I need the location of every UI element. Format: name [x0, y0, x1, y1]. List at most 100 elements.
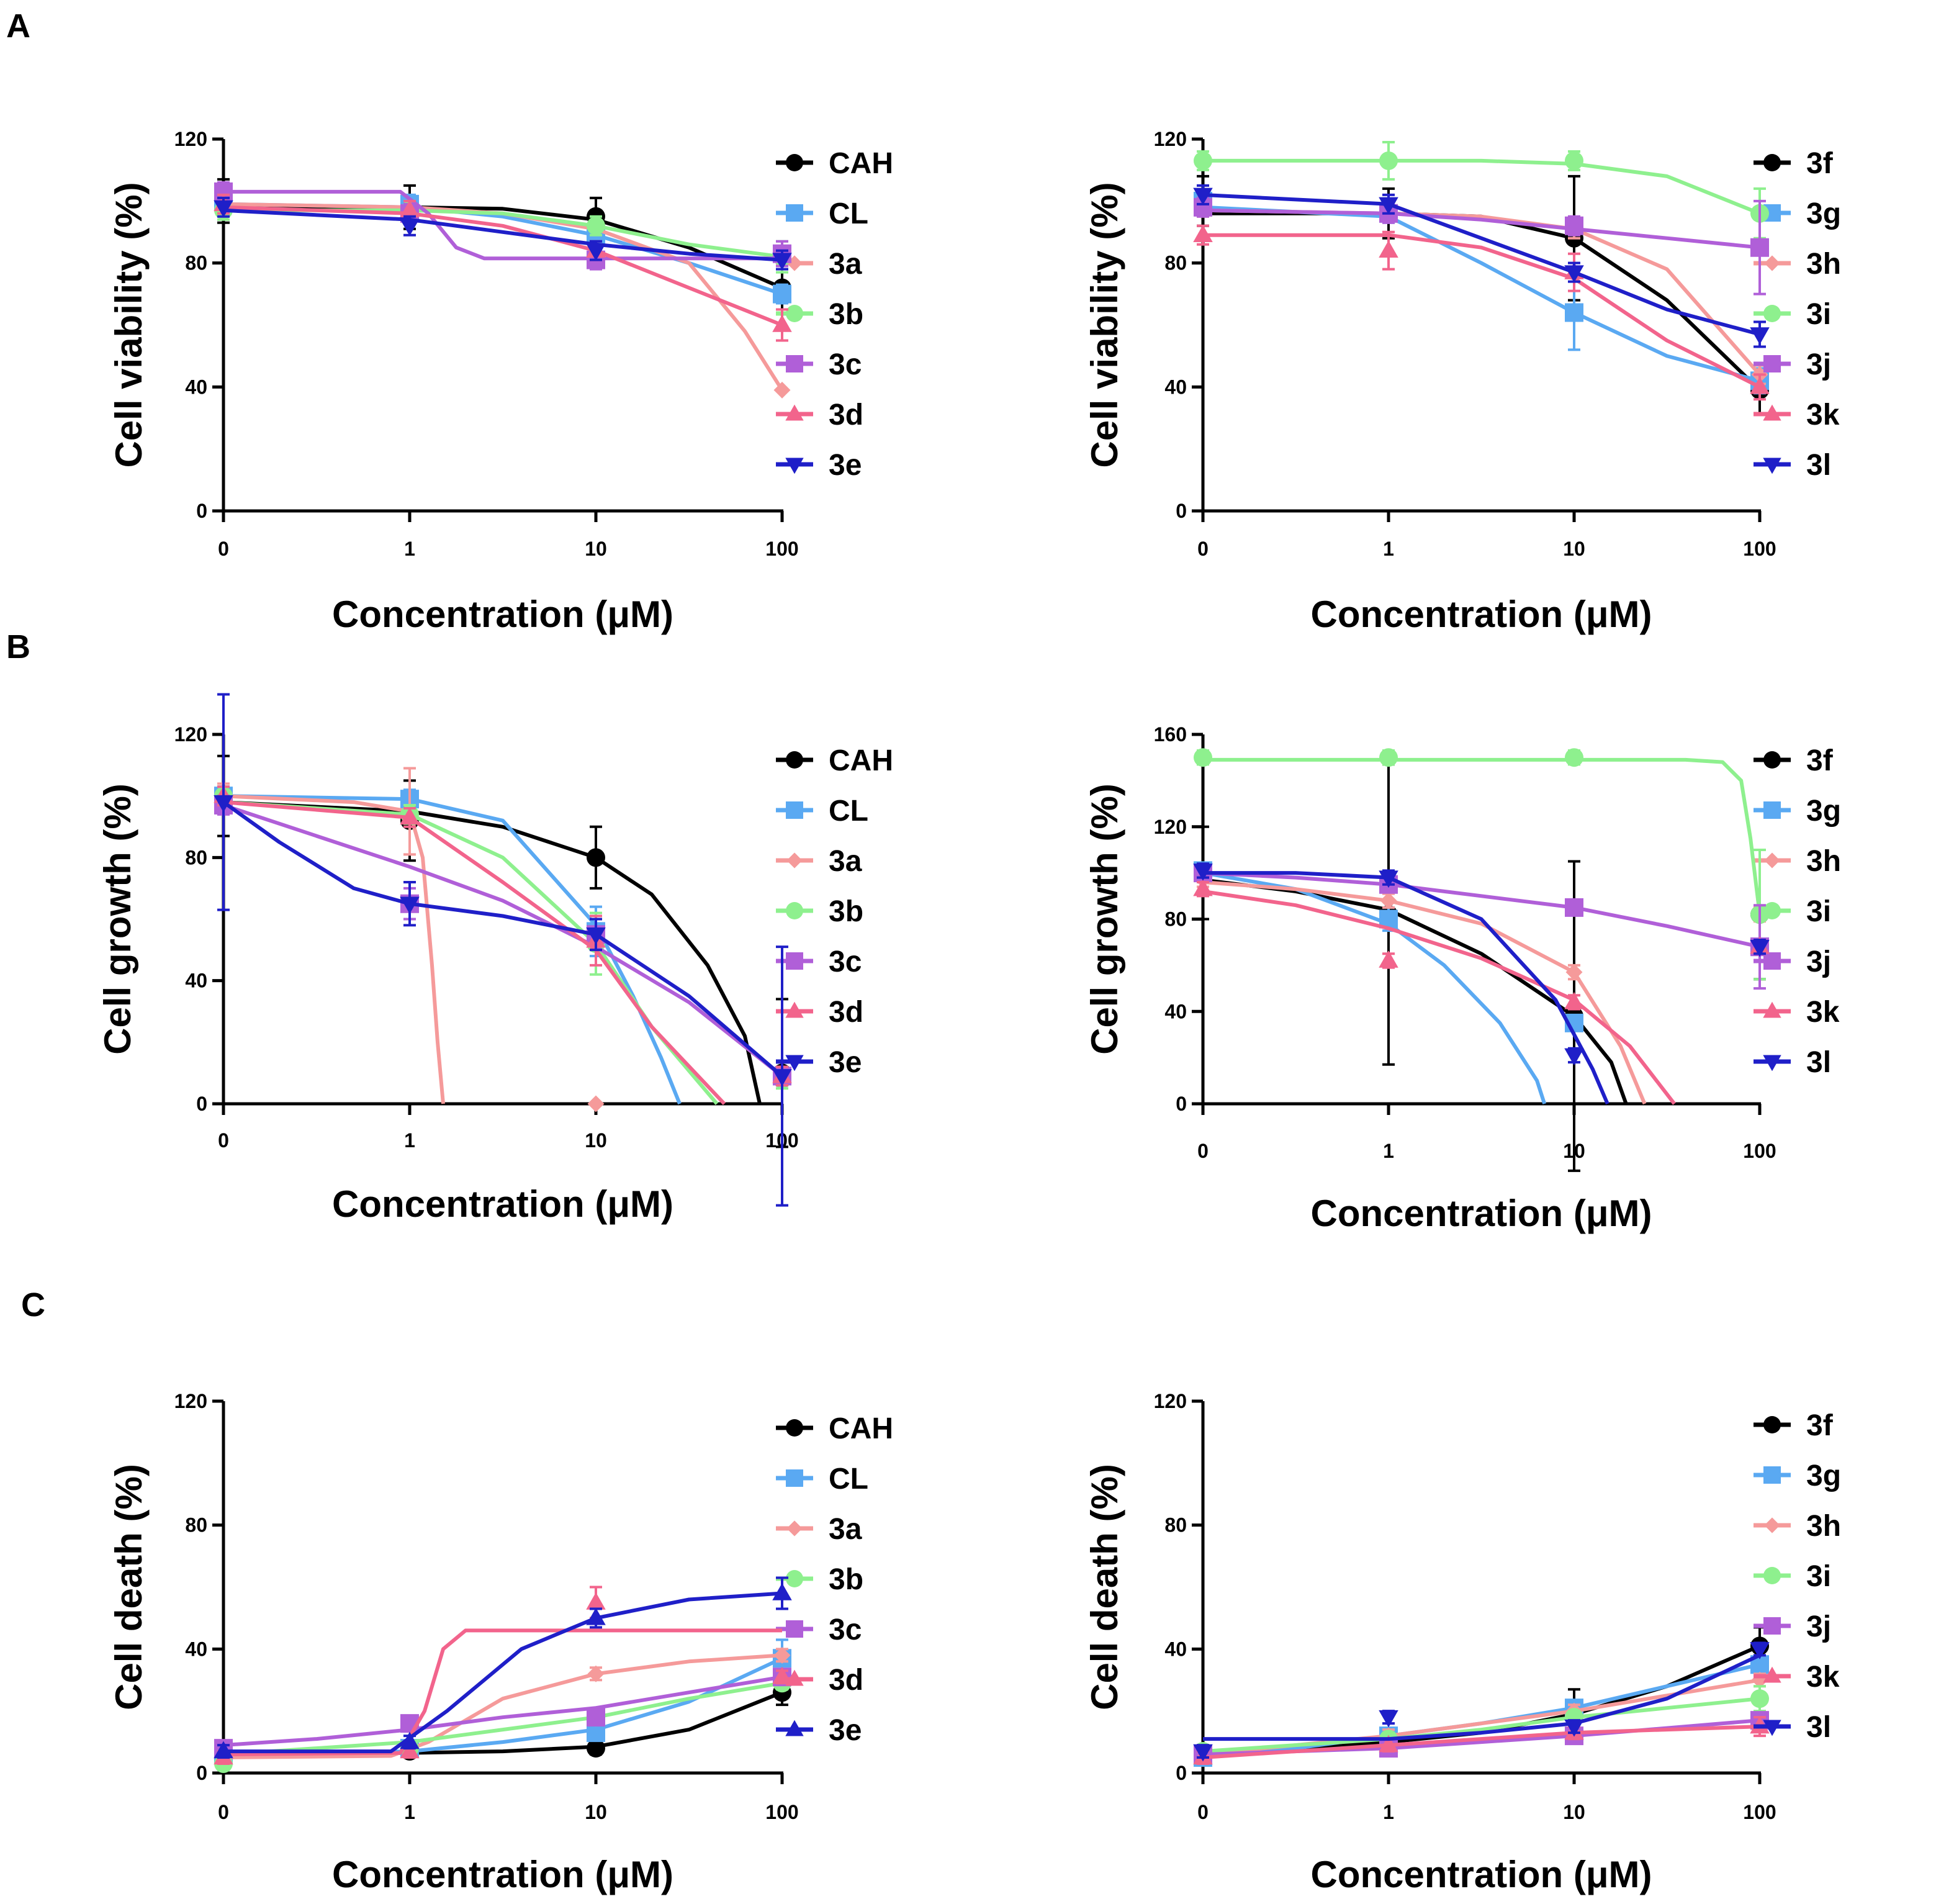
legend-label: 3j [1806, 348, 1831, 381]
legend-label: CAH [829, 744, 893, 777]
fit-curve [1203, 757, 1762, 915]
y-tick-label: 80 [185, 252, 207, 274]
legend-marker [785, 1669, 804, 1686]
data-point [1565, 303, 1583, 322]
fit-curve [223, 800, 726, 1106]
legend-label: 3a [829, 845, 862, 878]
legend-marker [1763, 1567, 1781, 1584]
legend-marker [786, 852, 803, 869]
y-axis-title: Cell growth (%) [97, 783, 138, 1055]
legend-item-cl: CL [776, 795, 868, 828]
legend-marker [785, 1001, 804, 1018]
legend-marker [785, 458, 804, 474]
legend-item-3i: 3i [1754, 1560, 1831, 1593]
legend-item-3f: 3f [1754, 744, 1834, 777]
series-3l [1193, 184, 1770, 348]
legend-marker [786, 1520, 803, 1536]
series-cl [214, 785, 791, 1105]
legend-label: 3b [829, 298, 863, 331]
data-point [1564, 1719, 1584, 1737]
fit-curve [1202, 889, 1676, 1105]
data-point [1193, 878, 1213, 896]
data-point [587, 1095, 605, 1112]
legend-label: 3k [1806, 1661, 1840, 1694]
legend-item-3b: 3b [776, 298, 863, 331]
data-point [586, 927, 606, 945]
legend-label: 3h [1806, 845, 1841, 878]
legend-label: 3g [1806, 795, 1841, 828]
data-point [1564, 265, 1584, 283]
chart-a-right: 0 40 80 120 0 1 10 100 Concentration (μM) Cell vi… [1084, 128, 1841, 635]
legend-item-3c: 3c [776, 348, 862, 381]
data-point [1750, 376, 1770, 394]
x-tick-label: 100 [765, 1801, 798, 1823]
legend-marker [786, 1469, 803, 1487]
fit-curve [223, 1690, 783, 1757]
legend-label: 3i [1806, 1560, 1831, 1593]
legend-label: 3d [829, 996, 863, 1029]
data-point [1565, 151, 1583, 170]
legend-item-3k: 3k [1754, 399, 1840, 431]
fit-curve [1202, 1697, 1760, 1754]
x-tick-label: 1 [1383, 538, 1394, 560]
legend-label: 3d [829, 399, 863, 431]
x-tick-label: 10 [1563, 538, 1585, 560]
series-3k [1193, 878, 1770, 1105]
y-axis-title: Cell growth (%) [1084, 783, 1125, 1055]
x-axis-title: Concentration (μM) [1311, 1854, 1652, 1895]
x-tick-label: 0 [1197, 1140, 1209, 1162]
legend-marker [786, 154, 803, 171]
legend-item-3a: 3a [776, 1513, 862, 1546]
legend-item-3b: 3b [776, 1563, 863, 1596]
legend-label: 3l [1806, 1711, 1831, 1744]
fit-curve [1202, 205, 1760, 383]
y-axis-title: Cell viability (%) [1084, 182, 1125, 467]
legend-item-3i: 3i [1754, 298, 1831, 331]
legend-label: 3l [1806, 449, 1831, 482]
legend-label: CAH [829, 1412, 893, 1445]
legend-marker [1763, 1720, 1781, 1736]
data-point [214, 200, 233, 218]
fit-curve [223, 800, 719, 1105]
x-tick-label: 10 [585, 538, 607, 560]
series-3d [214, 1586, 792, 1766]
legend-label: 3b [829, 895, 863, 928]
data-point [1750, 327, 1770, 345]
data-point [1565, 963, 1583, 981]
legend-marker [1763, 902, 1781, 919]
legend-label: 3f [1806, 147, 1834, 180]
fit-curve [1203, 158, 1761, 215]
series-3h [1194, 196, 1768, 386]
legend-marker [786, 801, 803, 819]
x-axis-title: Concentration (μM) [332, 593, 673, 635]
x-tick-label: 100 [1743, 1801, 1776, 1823]
data-point [1193, 864, 1213, 881]
y-tick-label: 160 [1154, 723, 1187, 746]
data-point [772, 253, 792, 271]
fit-curve [223, 1653, 783, 1759]
legend-label: 3e [829, 1714, 862, 1747]
y-tick-label: 0 [196, 1762, 207, 1784]
series-cl [214, 1638, 791, 1764]
fit-curve [223, 202, 783, 296]
data-point [1564, 1048, 1584, 1066]
legend-label: CL [829, 795, 868, 828]
legend-marker [786, 1620, 803, 1638]
x-tick-label: 10 [585, 1129, 607, 1152]
legend-item-3l: 3l [1754, 449, 1831, 482]
x-axis-title: Concentration (μM) [1311, 1193, 1652, 1234]
x-tick-label: 0 [1197, 1801, 1209, 1823]
legend-item-3j: 3j [1754, 1610, 1831, 1643]
fit-curve [1203, 1653, 1761, 1741]
legend-label: 3b [829, 1563, 863, 1596]
y-tick-label: 80 [185, 846, 207, 869]
x-axis-title: Concentration (μM) [1311, 593, 1652, 635]
y-axis-title: Cell death (%) [1084, 1464, 1125, 1710]
y-tick-label: 120 [174, 723, 207, 746]
series-3c [214, 1667, 791, 1758]
legend-item-3e: 3e [776, 449, 862, 482]
data-point [1379, 1735, 1398, 1753]
y-tick-label: 40 [185, 970, 207, 992]
